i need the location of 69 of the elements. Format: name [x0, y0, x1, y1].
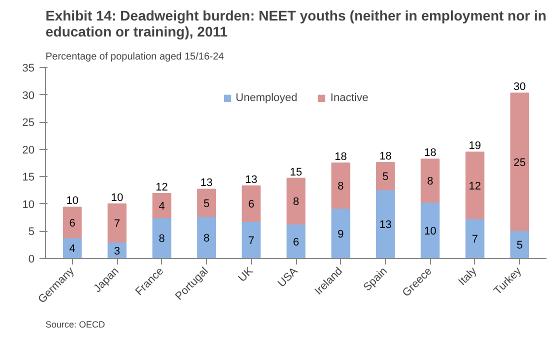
chart-subtitle: Percentage of population aged 15/16-24 [46, 52, 224, 62]
chart-title: Exhibit 14: Deadweight burden: NEET youths (neither in employment nor in education or training), 2011 [46, 8, 546, 40]
total-label: 13 [245, 174, 258, 186]
bar [286, 224, 306, 258]
data-label: 3 [114, 245, 120, 258]
bar [242, 220, 261, 258]
x-tick-label: USA [276, 264, 301, 290]
bar [197, 188, 216, 217]
bar [465, 152, 484, 220]
data-label: 8 [427, 176, 434, 188]
data-label: 6 [69, 217, 76, 230]
bar [376, 162, 395, 190]
data-label: 4 [158, 200, 165, 213]
bar [376, 189, 395, 258]
data-label: 8 [292, 196, 300, 208]
data-label: 12 [468, 180, 482, 192]
data-label: 10 [424, 225, 436, 238]
bar [197, 216, 216, 258]
y-tick-label: 20 [22, 144, 35, 156]
bar [108, 203, 127, 243]
data-label: 7 [248, 234, 254, 247]
bar [331, 208, 350, 258]
data-label: 5 [203, 198, 210, 210]
total-label: 30 [514, 81, 526, 94]
bar [420, 202, 440, 258]
y-tick-label: 5 [28, 226, 35, 238]
total-label: 13 [200, 177, 213, 190]
y-tick-label: 25 [22, 117, 35, 130]
data-label: 8 [203, 232, 210, 244]
data-label: 6 [292, 236, 300, 248]
y-tick-label: 0 [28, 254, 35, 266]
bar [152, 193, 172, 218]
y-tick-label: 15 [22, 172, 35, 184]
total-label: 15 [290, 166, 302, 178]
data-label: 6 [248, 198, 254, 211]
x-tick-label: UK [236, 264, 256, 285]
legend-label: Unemployed [236, 92, 298, 104]
source-note: Source: OECD [46, 320, 106, 330]
bar [242, 185, 261, 222]
data-label: 25 [514, 156, 526, 169]
data-label: 8 [158, 233, 165, 246]
data-label: 8 [338, 180, 344, 193]
data-label: 9 [338, 228, 344, 240]
total-label: 18 [379, 150, 392, 162]
data-label: 5 [382, 171, 389, 184]
bar [420, 158, 440, 203]
data-label: 13 [379, 219, 392, 232]
total-label: 18 [334, 151, 347, 163]
total-label: 18 [424, 147, 436, 160]
bar [510, 230, 530, 258]
y-tick-label: 30 [22, 90, 35, 102]
bar [331, 162, 350, 209]
total-label: 10 [66, 195, 78, 208]
bar [510, 92, 530, 232]
legend-label: Inactive [330, 92, 368, 104]
y-tick-label: 10 [22, 198, 35, 211]
x-tick-label: Italy [456, 264, 480, 288]
total-label: 12 [156, 182, 168, 194]
data-label: 5 [516, 240, 523, 252]
total-label: 19 [468, 140, 482, 152]
bar [286, 178, 306, 225]
total-label: 10 [110, 192, 124, 204]
y-tick-label: 35 [22, 62, 35, 74]
bar [465, 218, 484, 258]
bar [62, 206, 82, 238]
data-label: 7 [472, 234, 478, 246]
data-label: 4 [69, 243, 76, 256]
bar [152, 217, 172, 258]
data-label: 7 [114, 218, 120, 230]
